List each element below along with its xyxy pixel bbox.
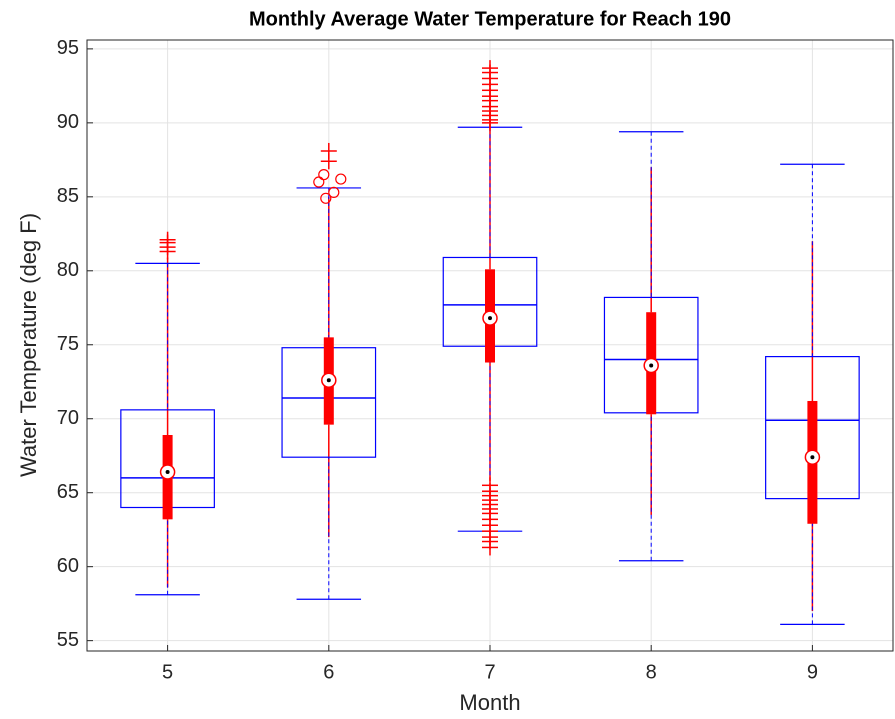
outlier-circle <box>318 169 330 181</box>
median-dot <box>165 469 170 474</box>
y-tick-label: 75 <box>57 333 79 355</box>
plot-frame <box>86 39 894 652</box>
chart-title: Monthly Average Water Temperature for Re… <box>249 8 731 30</box>
y-tick-label: 55 <box>57 629 79 651</box>
y-tick-label: 95 <box>57 37 79 59</box>
median-dot <box>326 378 331 383</box>
x-tick-label: 6 <box>323 661 334 683</box>
outlier-circle <box>335 173 347 185</box>
x-axis-label: Month <box>459 690 520 715</box>
x-tick-label: 9 <box>807 661 818 683</box>
outlier-circle <box>328 186 340 198</box>
median-dot <box>810 455 815 460</box>
y-tick-label: 65 <box>57 481 79 503</box>
y-tick-label: 85 <box>57 185 79 207</box>
median-dot <box>649 363 654 368</box>
median-dot <box>488 316 492 321</box>
y-tick-label: 90 <box>57 111 79 133</box>
x-tick-label: 7 <box>484 661 495 683</box>
x-tick-label: 5 <box>162 661 173 683</box>
y-axis-label: Water Temperature (deg F) <box>16 213 41 477</box>
y-tick-label: 70 <box>57 407 79 429</box>
x-tick-label: 8 <box>646 661 657 683</box>
y-tick-label: 60 <box>57 555 79 577</box>
outlier-circle <box>320 192 332 204</box>
y-tick-label: 80 <box>57 259 79 281</box>
